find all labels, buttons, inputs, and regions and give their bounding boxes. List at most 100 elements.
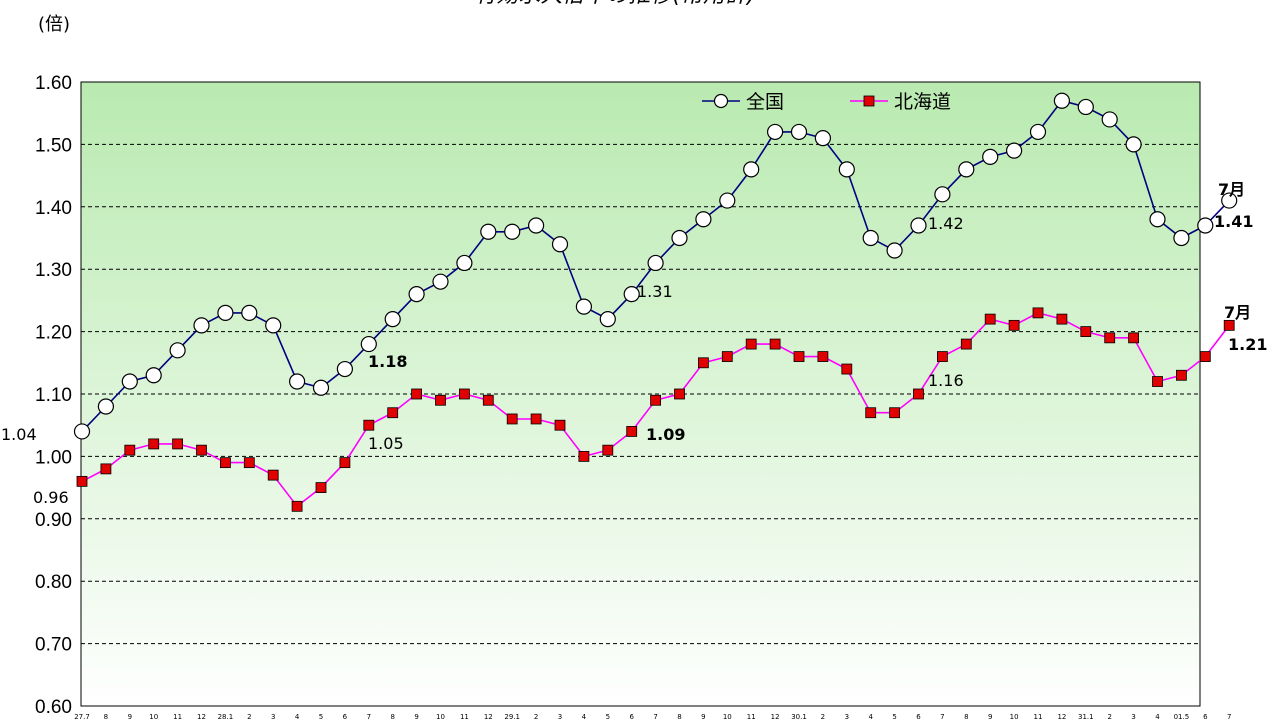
- data-point-0: [336, 360, 353, 378]
- data-point-1: [458, 388, 470, 400]
- data-point-1: [984, 313, 996, 325]
- x-tick-label: 8: [677, 713, 681, 721]
- y-tick-label: 1.00: [35, 447, 72, 468]
- x-tick-label: 2: [1107, 713, 1111, 721]
- data-point-1: [1176, 369, 1187, 381]
- x-tick-label: 7: [1227, 713, 1231, 721]
- data-point-0: [1149, 211, 1166, 228]
- x-tick-label: 27.7: [74, 713, 90, 721]
- data-point-0: [1053, 92, 1071, 109]
- data-point-0: [360, 335, 377, 353]
- y-tick-label: 0.90: [35, 510, 72, 531]
- data-point-1: [124, 444, 136, 456]
- x-tick-label: 6: [1203, 713, 1208, 721]
- data-point-0: [504, 223, 521, 240]
- x-tick-label: 31.1: [1078, 713, 1094, 721]
- data-point-1: [506, 413, 518, 425]
- x-tick-label: 30.1: [791, 713, 807, 721]
- data-point-0: [719, 192, 736, 209]
- data-point-0: [456, 254, 473, 272]
- data-point-1: [602, 444, 614, 456]
- x-tick-label: 29.1: [504, 713, 520, 721]
- data-point-0: [1029, 123, 1047, 141]
- x-tick-label: 2: [534, 713, 538, 721]
- data-point-0: [384, 311, 401, 328]
- y-tick-label: 0.80: [35, 572, 72, 593]
- x-tick-label: 2: [821, 713, 825, 721]
- x-tick-label: 10: [1010, 713, 1019, 721]
- data-label: 1.05: [368, 434, 404, 453]
- data-label: 1.42: [928, 214, 964, 233]
- y-tick-label: 0.60: [35, 697, 72, 718]
- data-point-1: [339, 457, 351, 469]
- data-label: 1.41: [1214, 212, 1253, 231]
- x-tick-label: 5: [892, 713, 896, 721]
- legend: 全国 北海道: [702, 91, 951, 113]
- data-point-1: [76, 475, 88, 487]
- data-label: 0.96: [33, 488, 69, 507]
- data-point-0: [480, 223, 497, 240]
- x-tick-label: 10: [149, 713, 158, 721]
- data-label: 1.31: [637, 282, 673, 301]
- data-point-1: [745, 338, 757, 350]
- data-point-1: [721, 351, 733, 362]
- x-tick-label: 12: [1057, 713, 1066, 721]
- data-point-1: [435, 394, 446, 406]
- x-tick-label: 12: [771, 713, 780, 721]
- data-point-0: [289, 373, 306, 390]
- data-point-0: [1197, 217, 1214, 234]
- chart-title: 有効求人倍率の推移(常用計): [474, 0, 755, 8]
- x-tick-label: 4: [582, 713, 587, 721]
- y-tick-label: 0.70: [35, 635, 72, 656]
- x-tick-label: 9: [128, 713, 132, 721]
- data-point-1: [769, 338, 781, 350]
- data-point-1: [937, 351, 948, 362]
- x-tick-label: 8: [104, 713, 108, 721]
- x-tick-label: 3: [558, 713, 562, 721]
- x-tick-label: 4: [868, 713, 873, 721]
- x-tick-label: 7: [940, 713, 944, 721]
- x-tick-label: 5: [606, 713, 610, 721]
- data-point-0: [97, 398, 115, 415]
- data-point-1: [196, 444, 207, 456]
- x-tick-label: 11: [1034, 713, 1043, 721]
- x-tick-label: 3: [1131, 713, 1135, 721]
- data-point-0: [982, 148, 999, 165]
- x-tick-label: 28.1: [218, 713, 234, 721]
- data-point-0: [432, 273, 449, 290]
- data-point-1: [530, 413, 542, 425]
- y-tick-label: 1.40: [35, 198, 72, 219]
- data-point-0: [910, 217, 927, 234]
- data-point-1: [482, 394, 494, 406]
- x-axis-ticks: 27.7 8 9 10 11 12 28.1 2 3 4 5 6 7 8 9 10 11 12 29.1 2 3 4 5 6 7…: [74, 713, 1231, 721]
- data-point-1: [626, 426, 638, 437]
- data-point-0: [934, 186, 951, 203]
- legend-marker-hokkaido: [863, 95, 875, 107]
- data-point-1: [817, 351, 829, 362]
- data-point-0: [599, 311, 616, 328]
- data-point-1: [960, 338, 972, 350]
- data-point-1: [1152, 376, 1163, 387]
- data-point-1: [650, 394, 661, 406]
- data-point-1: [698, 357, 709, 369]
- data-point-0: [1005, 142, 1023, 159]
- series-layer: [73, 92, 1238, 512]
- data-point-0: [766, 123, 784, 141]
- y-tick-label: 1.30: [35, 260, 72, 281]
- data-point-1: [865, 407, 877, 419]
- data-point-1: [148, 438, 160, 450]
- data-point-0: [575, 298, 593, 315]
- x-tick-label: 6: [916, 713, 921, 721]
- x-tick-label: 4: [295, 713, 300, 721]
- data-point-1: [793, 351, 805, 362]
- data-point-1: [363, 419, 375, 431]
- data-point-0: [1101, 111, 1118, 128]
- data-point-0: [814, 130, 832, 147]
- data-point-1: [674, 388, 685, 400]
- legend-label-zenkoku: 全国: [746, 91, 784, 113]
- data-label: 7月: [1224, 303, 1251, 322]
- legend-marker-zenkoku: [713, 93, 729, 109]
- data-point-0: [73, 423, 91, 440]
- x-tick-label: 11: [747, 713, 756, 721]
